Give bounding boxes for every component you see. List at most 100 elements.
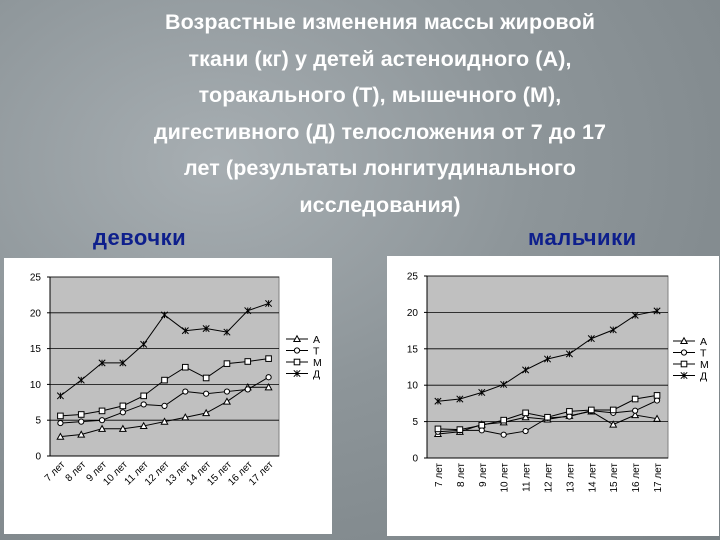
data-point <box>182 388 189 395</box>
data-point <box>500 416 507 424</box>
x-tick-label: 7 лет <box>434 463 445 487</box>
data-point <box>77 430 86 438</box>
y-tick-label: 20 <box>30 308 42 319</box>
y-tick-label: 10 <box>407 381 419 392</box>
data-point <box>97 424 107 432</box>
data-point <box>139 421 148 429</box>
x-tick-label: 17 лет <box>653 463 664 493</box>
data-point <box>544 413 551 421</box>
legend-label: М <box>313 357 322 369</box>
x-tick-label: 8 лет <box>456 463 467 487</box>
legend-marker <box>293 358 301 366</box>
data-point <box>500 431 507 438</box>
data-point <box>500 380 508 389</box>
data-point <box>478 421 486 429</box>
data-point <box>223 328 231 336</box>
data-point <box>98 359 106 367</box>
y-tick-label: 0 <box>412 454 418 465</box>
plot-area <box>49 276 280 457</box>
title-line: лет (результаты лонгитудинального <box>183 156 577 180</box>
data-point <box>609 326 617 334</box>
data-point <box>631 311 639 319</box>
data-point <box>119 402 127 410</box>
page-title: Возрастные изменения массы жировой ткани… <box>60 4 700 223</box>
girls-chart-panel: 0 5 10 15 20 25 7 лет 8 лет 9 лет 10 лет 11 лет 12 … <box>4 258 332 534</box>
data-point <box>609 406 617 414</box>
boys-label: мальчики <box>528 225 637 250</box>
data-point <box>478 388 486 397</box>
x-tick-label: 17 лет <box>247 459 276 488</box>
data-point <box>161 376 168 384</box>
data-point <box>244 386 251 393</box>
x-tick-label: 9 лет <box>478 463 489 487</box>
data-point <box>181 327 189 335</box>
data-point <box>566 408 573 415</box>
data-point <box>160 417 169 425</box>
data-point <box>265 299 273 308</box>
x-tick-label: 12 лет <box>544 463 555 493</box>
x-tick-label: 11 лет <box>522 463 533 492</box>
data-point <box>181 413 190 421</box>
data-point <box>434 425 442 433</box>
data-point <box>244 307 252 315</box>
data-point <box>56 432 65 440</box>
data-point <box>653 307 661 315</box>
data-point <box>652 414 662 422</box>
data-point <box>264 383 273 391</box>
y-tick-label: 15 <box>407 344 419 355</box>
x-tick-label: 14 лет <box>587 463 598 493</box>
data-point <box>456 395 464 403</box>
boys-chart-panel: 0 5 10 15 20 25 7 лет 8 лет 9 лет 10 лет 11 лет 12 … <box>387 256 719 536</box>
legend-label: Д <box>313 369 320 381</box>
x-tick-label: 15 лет <box>609 463 620 493</box>
data-point <box>265 355 272 362</box>
title-line: ткани (кг) у детей астеноидного (А), <box>188 46 572 71</box>
data-point <box>118 424 127 432</box>
data-point <box>223 388 231 395</box>
x-tick-label: 7 лет <box>43 459 68 484</box>
legend-label: Д <box>700 371 707 383</box>
y-tick-label: 5 <box>412 417 418 428</box>
y-tick-label: 25 <box>407 272 419 283</box>
data-point <box>78 418 85 425</box>
data-point <box>182 363 189 371</box>
data-point <box>434 397 442 405</box>
title-line: исследования) <box>299 192 461 217</box>
data-point <box>223 360 231 367</box>
data-point <box>609 420 618 428</box>
data-point <box>57 412 64 420</box>
data-point <box>57 419 64 427</box>
data-point <box>160 311 169 319</box>
legend-marker <box>680 360 688 368</box>
legend-marker <box>680 371 688 380</box>
data-point <box>653 392 661 399</box>
data-point <box>522 427 529 435</box>
data-point <box>140 392 147 400</box>
data-point <box>543 355 552 363</box>
x-tick-label: 13 лет <box>565 463 576 493</box>
y-tick-label: 5 <box>35 416 41 427</box>
data-point <box>522 409 529 417</box>
data-point <box>202 408 211 417</box>
legend-marker <box>293 347 301 354</box>
x-tick-label: 16 лет <box>631 463 642 493</box>
data-point <box>265 374 272 381</box>
data-point <box>77 411 85 418</box>
data-point <box>631 395 639 403</box>
y-tick-label: 0 <box>35 452 41 463</box>
data-point <box>202 374 210 382</box>
y-tick-label: 20 <box>407 308 419 319</box>
legend-marker <box>293 369 301 378</box>
data-point <box>565 350 573 358</box>
data-point <box>140 340 148 348</box>
y-tick-label: 25 <box>30 273 42 284</box>
data-point <box>98 407 106 415</box>
title-line: Возрастные изменения массы жировой <box>164 10 596 34</box>
data-point <box>77 376 85 384</box>
data-point <box>202 324 210 333</box>
boys-chart: 0 5 10 15 20 25 7 лет 8 лет 9 лет 10 лет 11 лет 12 … <box>407 272 709 493</box>
data-point <box>522 366 530 374</box>
title-line: дигестивного (Д) телосложения от 7 до 17 <box>153 119 607 144</box>
x-tick-label: 10 лет <box>500 463 511 493</box>
y-tick-label: 10 <box>30 380 42 391</box>
